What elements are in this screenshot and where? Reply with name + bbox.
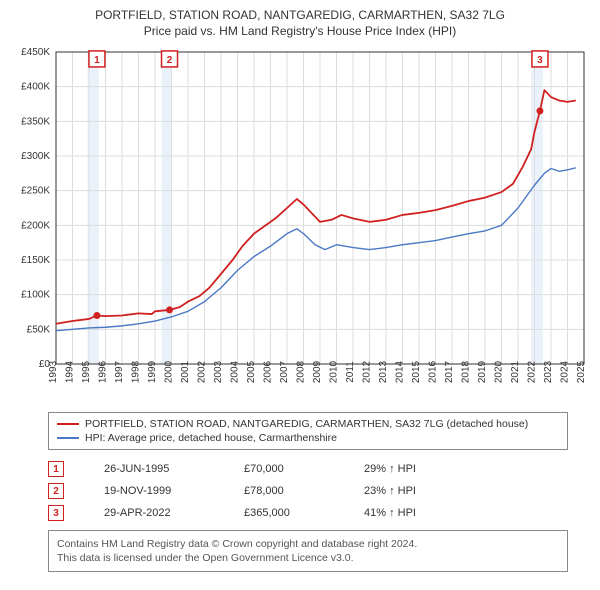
svg-text:£450K: £450K [21, 47, 50, 58]
title-block: PORTFIELD, STATION ROAD, NANTGAREDIG, CA… [8, 8, 592, 38]
legend-item: HPI: Average price, detached house, Carm… [57, 431, 559, 445]
legend-label: PORTFIELD, STATION ROAD, NANTGAREDIG, CA… [85, 418, 528, 430]
svg-text:1: 1 [94, 55, 100, 66]
transactions-table: 1 26-JUN-1995 £70,000 29% ↑ HPI 2 19-NOV-1999… [48, 458, 568, 524]
transaction-price: £78,000 [244, 485, 324, 497]
transaction-row: 3 29-APR-2022 £365,000 41% ↑ HPI [48, 502, 568, 524]
transaction-marker-badge: 2 [48, 483, 64, 499]
transaction-date: 26-JUN-1995 [104, 463, 204, 475]
footer-line2: This data is licensed under the Open Gov… [57, 551, 559, 565]
svg-text:£200K: £200K [21, 220, 50, 231]
svg-text:£150K: £150K [21, 255, 50, 266]
title-sub: Price paid vs. HM Land Registry's House … [8, 24, 592, 38]
attribution-footer: Contains HM Land Registry data © Crown c… [48, 530, 568, 572]
transaction-pct: 41% ↑ HPI [364, 507, 454, 519]
legend-swatch [57, 423, 79, 425]
footer-line1: Contains HM Land Registry data © Crown c… [57, 537, 559, 551]
transaction-row: 1 26-JUN-1995 £70,000 29% ↑ HPI [48, 458, 568, 480]
transaction-date: 29-APR-2022 [104, 507, 204, 519]
transaction-price: £70,000 [244, 463, 324, 475]
svg-text:3: 3 [537, 55, 543, 66]
svg-text:£400K: £400K [21, 82, 50, 93]
svg-text:2: 2 [167, 55, 173, 66]
svg-text:£350K: £350K [21, 116, 50, 127]
legend-swatch [57, 437, 79, 439]
transaction-date: 19-NOV-1999 [104, 485, 204, 497]
legend-label: HPI: Average price, detached house, Carm… [85, 432, 337, 444]
svg-text:£50K: £50K [27, 324, 51, 335]
svg-text:£300K: £300K [21, 151, 50, 162]
transaction-pct: 29% ↑ HPI [364, 463, 454, 475]
transaction-marker-badge: 3 [48, 505, 64, 521]
transaction-pct: 23% ↑ HPI [364, 485, 454, 497]
svg-text:£100K: £100K [21, 290, 50, 301]
transaction-price: £365,000 [244, 507, 324, 519]
title-main: PORTFIELD, STATION ROAD, NANTGAREDIG, CA… [8, 8, 592, 22]
transaction-marker-badge: 1 [48, 461, 64, 477]
legend-item: PORTFIELD, STATION ROAD, NANTGAREDIG, CA… [57, 417, 559, 431]
svg-text:£250K: £250K [21, 186, 50, 197]
transaction-row: 2 19-NOV-1999 £78,000 23% ↑ HPI [48, 480, 568, 502]
legend: PORTFIELD, STATION ROAD, NANTGAREDIG, CA… [48, 412, 568, 450]
price-chart: £0£50K£100K£150K£200K£250K£300K£350K£400… [8, 44, 592, 404]
chart-svg: £0£50K£100K£150K£200K£250K£300K£350K£400… [8, 44, 592, 404]
